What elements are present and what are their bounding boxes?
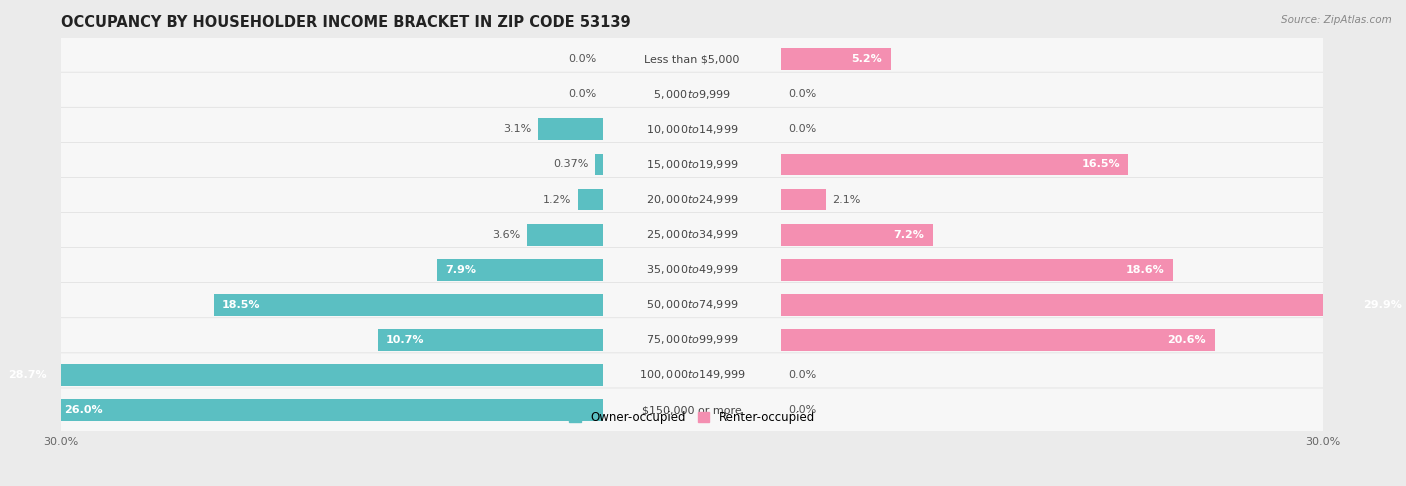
Text: $20,000 to $24,999: $20,000 to $24,999 [645,193,738,206]
Legend: Owner-occupied, Renter-occupied: Owner-occupied, Renter-occupied [564,407,820,429]
Text: $15,000 to $19,999: $15,000 to $19,999 [645,158,738,171]
Text: 0.0%: 0.0% [787,89,815,99]
Bar [437,259,603,280]
FancyBboxPatch shape [53,353,1330,397]
Text: $50,000 to $74,999: $50,000 to $74,999 [645,298,738,312]
Text: 2.1%: 2.1% [832,194,860,205]
Text: $150,000 or more: $150,000 or more [643,405,742,415]
Text: $25,000 to $34,999: $25,000 to $34,999 [645,228,738,241]
Text: Less than $5,000: Less than $5,000 [644,54,740,64]
Text: 18.5%: 18.5% [222,300,260,310]
FancyBboxPatch shape [53,388,1330,432]
Text: 26.0%: 26.0% [65,405,103,415]
Bar [595,154,603,175]
FancyBboxPatch shape [53,318,1330,362]
Text: 0.0%: 0.0% [787,370,815,380]
FancyBboxPatch shape [53,283,1330,327]
Bar [56,399,603,421]
Text: 10.7%: 10.7% [387,335,425,345]
Bar [527,224,603,245]
Text: 5.2%: 5.2% [852,54,883,64]
FancyBboxPatch shape [53,37,1330,81]
Text: 16.5%: 16.5% [1081,159,1121,170]
Bar [537,119,603,140]
Text: 7.9%: 7.9% [446,265,477,275]
Text: Source: ZipAtlas.com: Source: ZipAtlas.com [1281,15,1392,25]
Text: 29.9%: 29.9% [1362,300,1402,310]
Bar [214,294,603,316]
Text: $35,000 to $49,999: $35,000 to $49,999 [645,263,738,276]
Text: OCCUPANCY BY HOUSEHOLDER INCOME BRACKET IN ZIP CODE 53139: OCCUPANCY BY HOUSEHOLDER INCOME BRACKET … [62,15,631,30]
FancyBboxPatch shape [53,142,1330,187]
Text: 28.7%: 28.7% [7,370,46,380]
Text: 18.6%: 18.6% [1125,265,1164,275]
Bar [782,259,1173,280]
Text: 20.6%: 20.6% [1167,335,1206,345]
Bar [782,329,1215,351]
Text: $5,000 to $9,999: $5,000 to $9,999 [652,88,731,101]
Text: 3.6%: 3.6% [492,229,520,240]
Text: 0.0%: 0.0% [568,54,596,64]
Bar [782,48,891,70]
Text: 0.0%: 0.0% [787,405,815,415]
FancyBboxPatch shape [53,107,1330,152]
Text: 3.1%: 3.1% [503,124,531,134]
Bar [782,189,825,210]
Text: $100,000 to $149,999: $100,000 to $149,999 [638,368,745,382]
Bar [782,224,932,245]
FancyBboxPatch shape [53,247,1330,292]
Text: $10,000 to $14,999: $10,000 to $14,999 [645,123,738,136]
Bar [378,329,603,351]
Bar [782,154,1129,175]
Text: 0.0%: 0.0% [787,124,815,134]
Bar [0,364,603,386]
Bar [578,189,603,210]
FancyBboxPatch shape [53,212,1330,257]
Text: 1.2%: 1.2% [543,194,571,205]
Text: 0.37%: 0.37% [554,159,589,170]
Text: $75,000 to $99,999: $75,000 to $99,999 [645,333,738,347]
Text: 7.2%: 7.2% [894,229,925,240]
Text: 0.0%: 0.0% [568,89,596,99]
FancyBboxPatch shape [53,177,1330,222]
Bar [782,294,1406,316]
FancyBboxPatch shape [53,72,1330,116]
